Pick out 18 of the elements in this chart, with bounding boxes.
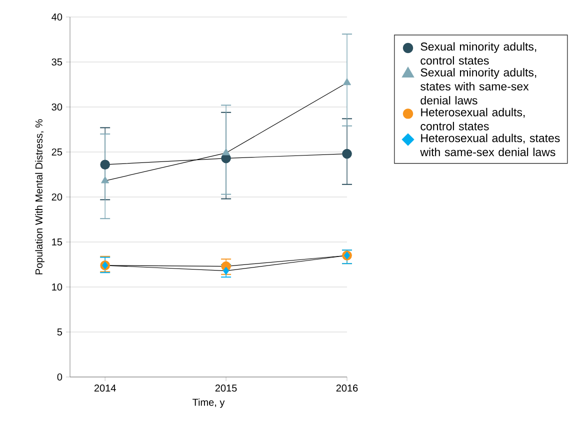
y-axis-title: Population With Mental Distress, % bbox=[35, 119, 44, 274]
x-axis-title: Time, y bbox=[192, 398, 225, 408]
x-tick-label: 2015 bbox=[215, 384, 237, 392]
y-tick-label: 25 bbox=[52, 148, 62, 156]
y-tick-label: 30 bbox=[52, 103, 62, 111]
legend-label: Sexual minority adults, states with same-sex denial laws bbox=[420, 68, 536, 104]
y-tick-label: 15 bbox=[52, 238, 62, 246]
legend-label: Sexual minority adults, control states bbox=[420, 42, 536, 65]
y-tick-label: 5 bbox=[57, 328, 62, 336]
legend-label: Heterosexual adults, control states bbox=[420, 108, 525, 130]
y-tick-label: 20 bbox=[52, 193, 62, 201]
y-tick-label: 10 bbox=[52, 283, 62, 291]
y-tick-label: 35 bbox=[52, 58, 62, 66]
y-tick-label: 40 bbox=[52, 13, 62, 21]
x-tick-label: 2014 bbox=[94, 384, 116, 392]
y-tick-label: 0 bbox=[57, 373, 62, 381]
legend-label: Heterosexual adults, states with same-sex denial laws bbox=[420, 134, 560, 156]
x-tick-label: 2016 bbox=[336, 384, 358, 392]
